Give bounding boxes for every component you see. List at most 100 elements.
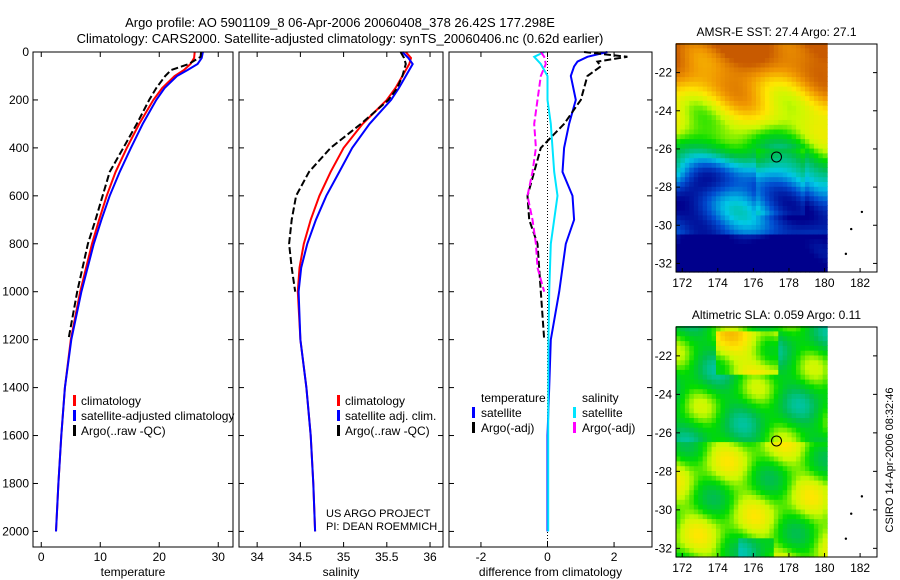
island-marker <box>850 512 853 515</box>
x-tick-label: 172 <box>672 276 692 290</box>
legend-label: climatology <box>345 394 405 408</box>
y-tick-label: 200 <box>9 93 29 107</box>
y-tick-label: 2000 <box>2 524 29 538</box>
series-salinity-satellite <box>532 51 559 532</box>
y-tick-label: -24 <box>655 104 673 118</box>
x-tick-label: 35 <box>337 550 351 564</box>
series-temperature-argo-adj- <box>526 51 628 340</box>
series-argo-raw-qc- <box>67 51 203 340</box>
island-marker <box>860 495 864 498</box>
legend-swatch <box>337 425 340 436</box>
sst-map: AMSR-E SST: 27.4 Argo: 27.1 172 174 176 178 1… <box>655 25 878 290</box>
series-climatology <box>296 51 413 532</box>
island-marker <box>850 227 853 231</box>
x-tick-label: 36 <box>423 550 437 564</box>
footer-pi: PI: DEAN ROEMMICH <box>326 521 437 533</box>
legend-header-salinity: salinity <box>582 391 619 405</box>
map-frame <box>675 326 878 558</box>
x-tick-label: 174 <box>708 561 728 575</box>
temperature-profile: 0 10 20 30 temperature 0 200 400 600 800 1000 1200 1… <box>2 45 234 579</box>
legend-label: satellite <box>582 406 623 420</box>
legend-label: satellite adj. clim. <box>345 409 436 423</box>
footer-project: US ARGO PROJECT <box>326 508 431 520</box>
legend-swatch <box>73 395 76 406</box>
y-tick-label: 0 <box>22 45 29 59</box>
y-tick-label: -32 <box>655 256 673 270</box>
argo-float-marker <box>771 435 782 447</box>
legend-swatch <box>573 422 576 433</box>
legend-swatch <box>337 395 340 406</box>
timestamp: CSIRO 14-Apr-2006 08:32:46 <box>884 388 896 533</box>
x-tick-label: 10 <box>94 550 108 564</box>
legend-swatch <box>337 410 340 421</box>
island-marker <box>860 210 864 214</box>
series-satellite-adj-clim- <box>297 51 414 532</box>
map-title: AMSR-E SST: 27.4 Argo: 27.1 <box>696 25 856 39</box>
legend-header-temperature: temperature <box>481 391 546 405</box>
x-tick-label: 0 <box>544 550 551 564</box>
title-line2: Climatology: CARS2000. Satellite-adjuste… <box>77 31 604 46</box>
legend-swatch <box>472 407 475 418</box>
series-salinity-argo-adj- <box>526 51 547 292</box>
x-tick-label: 180 <box>815 561 835 575</box>
x-tick-label: 182 <box>850 561 870 575</box>
legend-label: Argo(-adj) <box>582 421 635 435</box>
island-marker <box>844 252 848 256</box>
series-temperature-satellite <box>546 51 608 532</box>
x-tick-label: 182 <box>850 276 870 290</box>
legend-swatch <box>73 410 76 421</box>
y-tick-label: -24 <box>655 387 673 401</box>
y-tick-label: 1800 <box>2 476 29 490</box>
x-tick-label: 20 <box>153 550 167 564</box>
x-axis-label: difference from climatology <box>479 565 622 579</box>
legend-swatch <box>472 422 475 433</box>
series-satellite-adjusted-climatology <box>55 51 204 532</box>
y-tick-label: 1400 <box>2 381 29 395</box>
legend-label: satellite-adjusted climatology <box>81 409 234 423</box>
legend-label: Argo(-adj) <box>481 421 534 435</box>
legend-label: climatology <box>81 394 141 408</box>
y-tick-label: 1000 <box>2 285 29 299</box>
island-marker <box>844 537 848 540</box>
x-tick-label: 178 <box>779 561 799 575</box>
x-axis-label: salinity <box>323 565 360 579</box>
y-tick-label: 1600 <box>2 429 29 443</box>
y-tick-label: -30 <box>655 218 673 232</box>
x-axis-label: temperature <box>101 565 166 579</box>
sla-map: Altimetric SLA: 0.059 Argo: 0.11 172 174 17… <box>655 308 878 575</box>
x-tick-label: 176 <box>743 276 763 290</box>
plot-frame <box>32 51 234 548</box>
y-tick-label: -22 <box>655 349 673 363</box>
legend-label: Argo(..raw -QC) <box>345 424 430 438</box>
x-tick-label: 30 <box>212 550 226 564</box>
salinity-profile: 34 34.5 35 35.5 36 salinity climatologysatelli… <box>238 51 444 579</box>
x-tick-label: 176 <box>743 561 763 575</box>
legend-label: Argo(..raw -QC) <box>81 424 166 438</box>
argo-float-marker <box>771 151 782 163</box>
y-tick-label: 600 <box>9 189 29 203</box>
x-tick-label: 34.5 <box>289 550 313 564</box>
series-argo-raw-qc- <box>288 51 407 292</box>
title-line1: Argo profile: AO 5901109_8 06-Apr-2006 2… <box>125 15 555 30</box>
x-tick-label: -2 <box>476 550 487 564</box>
y-tick-label: -22 <box>655 66 673 80</box>
legend-swatch <box>573 407 576 418</box>
map-field <box>676 43 828 273</box>
map-title: Altimetric SLA: 0.059 Argo: 0.11 <box>692 308 862 322</box>
x-tick-label: 174 <box>708 276 728 290</box>
x-tick-label: 180 <box>815 276 835 290</box>
y-tick-label: 400 <box>9 141 29 155</box>
x-tick-label: 2 <box>611 550 618 564</box>
y-tick-label: -32 <box>655 541 673 555</box>
y-tick-label: -26 <box>655 142 673 156</box>
y-tick-label: -28 <box>655 464 673 478</box>
y-tick-label: -26 <box>655 426 673 440</box>
x-tick-label: 0 <box>38 550 45 564</box>
x-tick-label: 35.5 <box>375 550 399 564</box>
y-tick-label: 1200 <box>2 333 29 347</box>
x-tick-label: 178 <box>779 276 799 290</box>
map-field <box>676 326 828 558</box>
